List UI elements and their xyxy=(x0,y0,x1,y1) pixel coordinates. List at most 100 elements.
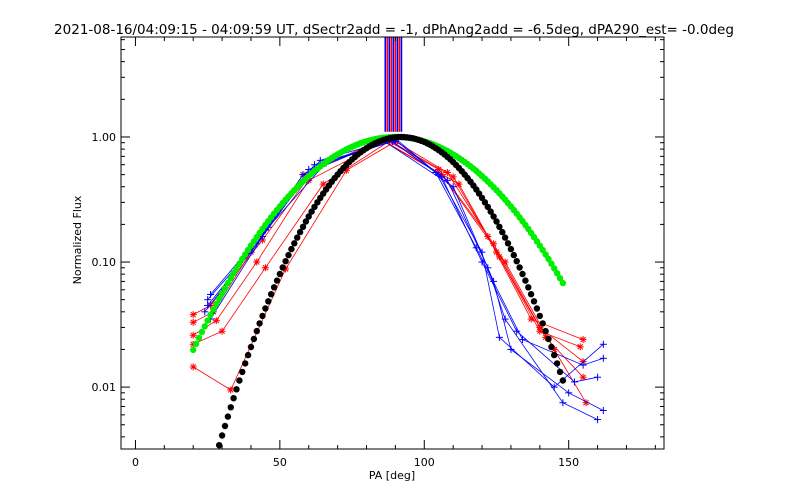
fit-point xyxy=(204,317,211,324)
fit-point xyxy=(296,228,304,236)
data-point xyxy=(432,168,440,176)
fit-point xyxy=(221,285,229,292)
fit-point xyxy=(536,312,543,320)
fit-point xyxy=(484,203,491,211)
fit-point xyxy=(311,203,318,211)
fit-point xyxy=(533,305,541,312)
fit-point xyxy=(213,452,219,458)
data-point xyxy=(599,407,607,415)
data-point xyxy=(490,240,498,248)
plot-frame xyxy=(120,36,665,450)
fit-curves-group xyxy=(190,133,567,458)
fit-point xyxy=(227,275,234,282)
fit-point xyxy=(553,270,561,277)
fit-point xyxy=(481,199,489,206)
fit-point xyxy=(522,277,529,284)
data-point xyxy=(594,416,602,424)
fit-point xyxy=(250,335,258,343)
fit-point xyxy=(556,368,564,376)
fit-point xyxy=(490,213,497,220)
fit-point xyxy=(519,270,526,278)
data-point xyxy=(212,317,220,325)
fit-point xyxy=(487,208,494,215)
fit-point xyxy=(499,228,506,236)
data-point xyxy=(319,180,327,188)
fit-point xyxy=(553,360,561,367)
fit-point xyxy=(244,351,252,359)
fit-point xyxy=(210,306,217,313)
data-point xyxy=(261,264,269,272)
fit-point xyxy=(501,234,509,241)
data-point xyxy=(299,171,307,179)
data-point xyxy=(472,244,480,252)
vertical-bars-group xyxy=(384,37,403,132)
fit-point xyxy=(504,240,512,247)
chart-title: 2021-08-16/04:09:15 - 04:09:59 UT, dSect… xyxy=(54,22,734,38)
fit-point xyxy=(221,422,229,430)
series-line xyxy=(204,139,598,383)
fit-point xyxy=(302,218,310,225)
data-point xyxy=(501,258,509,266)
data-point xyxy=(201,308,209,316)
fit-point xyxy=(299,223,307,230)
fit-point xyxy=(230,395,237,402)
data-point xyxy=(227,386,235,394)
data-point xyxy=(218,327,226,335)
data-point xyxy=(599,354,607,362)
data-point xyxy=(576,343,584,351)
data-point xyxy=(495,333,503,341)
fit-point xyxy=(282,258,289,265)
fit-point xyxy=(216,442,223,449)
fit-point xyxy=(265,298,272,305)
data-point xyxy=(495,253,503,261)
fit-point xyxy=(507,245,515,253)
fit-point xyxy=(285,251,292,259)
data-point xyxy=(189,331,197,339)
data-point xyxy=(253,258,261,266)
fit-point xyxy=(224,279,232,287)
y-tick-label: 0.01 xyxy=(92,381,117,394)
fit-point xyxy=(268,291,275,298)
fit-point xyxy=(556,275,564,282)
data-point xyxy=(189,318,197,326)
fit-point xyxy=(195,334,203,342)
series-line xyxy=(207,140,604,411)
data-point xyxy=(189,363,197,371)
series-line xyxy=(193,139,587,403)
data-point xyxy=(438,173,446,181)
x-tick-label: 100 xyxy=(414,456,435,469)
fit-point xyxy=(493,218,500,225)
fit-point xyxy=(207,311,214,319)
fit-point xyxy=(236,260,243,267)
x-axis-label: PA [deg] xyxy=(369,469,415,482)
fit-point xyxy=(305,213,312,220)
fit-point xyxy=(198,328,206,336)
data-point xyxy=(579,336,587,344)
fit-point xyxy=(233,265,240,272)
fit-point xyxy=(236,377,243,384)
series-line xyxy=(210,138,604,388)
fit-point xyxy=(545,335,552,343)
data-point xyxy=(449,183,457,191)
fit-point xyxy=(242,360,249,367)
data-point xyxy=(189,311,197,319)
fit-point xyxy=(539,320,546,327)
data-point xyxy=(507,345,515,353)
series-line xyxy=(207,139,598,420)
fit-point xyxy=(201,323,208,330)
x-tick-label: 50 xyxy=(273,456,287,469)
fit-point xyxy=(551,265,558,272)
series-line xyxy=(192,141,584,391)
axes-group: 0 50 100 150 0.01 0.10 1.00 xyxy=(92,36,665,469)
fit-point xyxy=(294,234,301,241)
fit-point xyxy=(559,377,567,384)
fit-point xyxy=(527,291,535,298)
fit-point xyxy=(233,386,240,393)
fit-point xyxy=(525,284,532,291)
y-tick-label: 1.00 xyxy=(92,131,117,144)
fit-point xyxy=(273,277,281,284)
fit-point xyxy=(516,264,523,271)
data-point xyxy=(565,389,573,397)
fit-point xyxy=(224,413,232,420)
x-tick-label: 0 xyxy=(132,456,139,469)
